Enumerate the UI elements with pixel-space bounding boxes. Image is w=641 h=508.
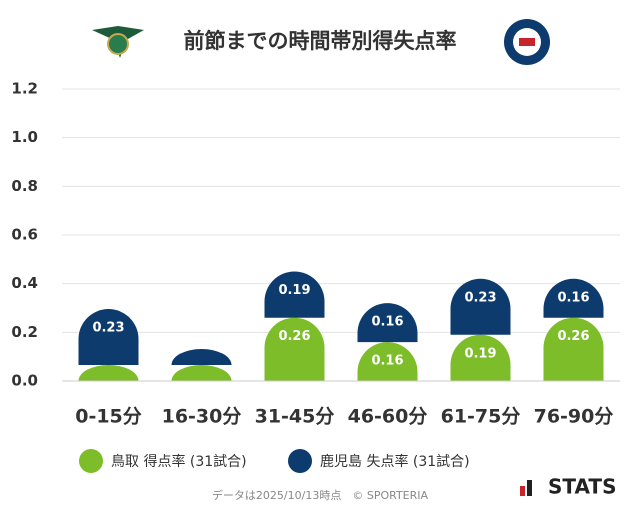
data-label: 0.16: [371, 315, 403, 330]
bar-segment: [450, 334, 511, 381]
x-tick-label: 16-30分: [162, 406, 242, 428]
legend-label: 鹿児島 失点率 (31試合): [320, 453, 470, 470]
data-label: 0.19: [278, 283, 310, 298]
y-tick-label: 0.4: [11, 274, 38, 292]
x-tick-label: 61-75分: [441, 406, 521, 428]
y-tick-label: 1.0: [11, 128, 38, 146]
away-logo: [504, 19, 550, 65]
y-tick-label: 0.6: [11, 226, 38, 244]
brand: STATS: [548, 475, 616, 499]
bar-segment: [543, 278, 604, 318]
legend-label: 鳥取 得点率 (31試合): [111, 453, 247, 470]
chart-title: 前節までの時間帯別得失点率: [184, 29, 457, 53]
footer: データは2025/10/13時点 © SPORTERIA: [212, 488, 429, 502]
y-tick-label: 0.2: [11, 323, 38, 341]
legend-marker: [288, 449, 312, 473]
bar-segment: [78, 365, 139, 381]
y-tick-label: 0.0: [11, 372, 38, 390]
y-tick-label: 1.2: [11, 80, 38, 98]
data-label: 0.16: [557, 290, 589, 305]
bar-segment: [171, 365, 232, 381]
bar-segment: [450, 278, 511, 335]
bar-segment: [543, 317, 604, 381]
x-tick-label: 0-15分: [75, 406, 142, 428]
bar-segment: [264, 317, 325, 381]
bar-segment: [357, 303, 418, 343]
data-label: 0.23: [92, 321, 124, 336]
data-label: 0.16: [371, 354, 403, 369]
data-label: 0.26: [278, 329, 310, 344]
home-logo: [92, 26, 144, 58]
bar-segment: [357, 342, 418, 381]
y-tick-label: 0.8: [11, 177, 38, 195]
data-label: 0.26: [557, 329, 589, 344]
x-tick-label: 46-60分: [348, 406, 428, 428]
brand-logo: STATS: [520, 475, 616, 499]
bar-segment: [264, 271, 325, 318]
x-tick-label: 31-45分: [255, 406, 335, 428]
data-label: 0.19: [464, 346, 496, 361]
legend-marker: [79, 449, 103, 473]
bar-segment: [171, 349, 232, 365]
data-label: 0.23: [464, 290, 496, 305]
bar-segment: [78, 309, 139, 365]
x-tick-label: 76-90分: [534, 406, 614, 428]
